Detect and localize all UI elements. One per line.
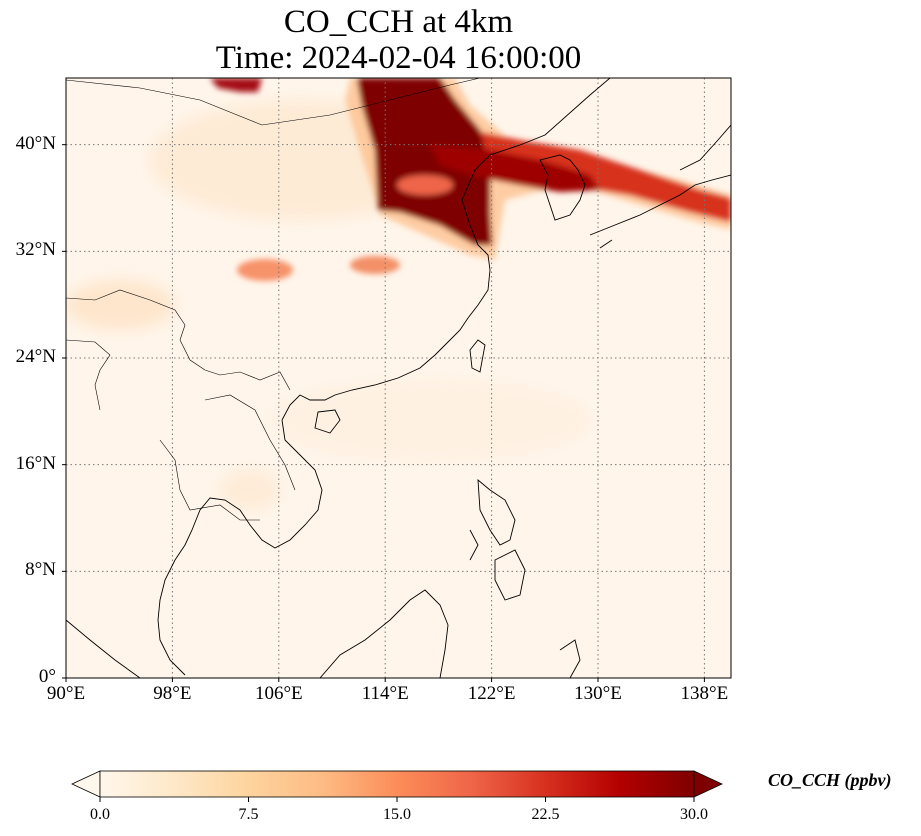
hainan-coast <box>314 409 341 434</box>
plume-mongolia <box>210 78 262 92</box>
china-coast <box>281 78 611 421</box>
plume-central <box>350 256 400 274</box>
border-himalaya <box>66 289 186 341</box>
map-frame <box>65 77 732 679</box>
border-myanmar <box>179 339 291 391</box>
plume-core-east <box>430 145 600 192</box>
lon-tick-label: 122°E <box>467 683 516 704</box>
colorbar-gradient <box>99 770 695 798</box>
lon-tick-label: 114°E <box>361 683 409 704</box>
border-thailand <box>159 439 260 521</box>
map-title-line2: Time: 2024-02-04 16:00:00 <box>215 40 582 76</box>
colorbar-title: CO_CCH (ppbv) <box>768 770 892 790</box>
coastlines <box>66 78 731 678</box>
indochina-coast <box>157 419 323 676</box>
sulawesi-coast <box>559 639 581 678</box>
colorbar-extend-max <box>693 770 723 798</box>
lon-tick-label: 106°E <box>254 683 303 704</box>
lon-tick-label: 130°E <box>574 683 622 704</box>
plume-core <box>357 78 492 245</box>
colorbar-tick-label: 30.0 <box>680 806 708 823</box>
border-india <box>66 339 111 411</box>
border-laos-vietnam <box>204 394 296 491</box>
map-figure <box>62 77 732 682</box>
japan-coast <box>589 124 731 249</box>
taiwan-coast <box>469 339 486 373</box>
lon-tick-label: 90°E <box>46 683 86 704</box>
co-plume <box>210 78 731 281</box>
lat-tick-label: 0° <box>38 666 56 687</box>
lat-tick-label: 32°N <box>15 239 56 261</box>
plume-band-east <box>470 130 731 222</box>
lon-tick-label: 138°E <box>680 683 729 704</box>
gridlines <box>66 78 731 678</box>
borneo-coast <box>319 589 449 678</box>
colorbar-tick-label: 15.0 <box>383 806 411 823</box>
sumatra-coast <box>66 619 141 678</box>
plume-sichuan <box>237 259 293 281</box>
colorbar-extend-min <box>71 770 101 798</box>
lon-tick-label: 98°E <box>153 683 192 704</box>
colorbar-tick-label: 22.5 <box>531 806 560 823</box>
colorbar-ticks <box>99 797 695 802</box>
philippines-coast <box>469 478 526 601</box>
korea-coast <box>539 154 586 221</box>
colorbar-tick-label: 7.5 <box>238 806 259 823</box>
lat-tick-label: 8°N <box>25 559 56 581</box>
lat-tick-label: 16°N <box>15 452 56 474</box>
plume-inner-light <box>397 175 453 195</box>
axis-ticks <box>62 144 705 682</box>
lat-tick-label: 24°N <box>15 346 56 367</box>
map-title-line1: CO_CCH at 4km <box>283 4 514 40</box>
colorbar-tick-label: 0.0 <box>90 806 110 823</box>
border-mongolia <box>66 78 481 126</box>
lat-tick-label: 40°N <box>15 132 56 154</box>
country-borders <box>66 78 481 521</box>
